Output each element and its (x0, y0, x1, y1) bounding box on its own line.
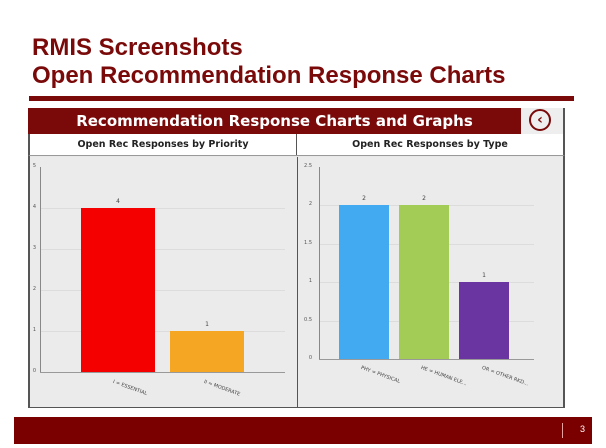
gridline (40, 331, 285, 332)
x-axis (40, 372, 285, 373)
back-area: ‹ (521, 108, 565, 134)
bar-value-label: 1 (482, 272, 486, 279)
y-tick: 5 (32, 163, 36, 169)
bar-physical[interactable] (339, 205, 389, 359)
chart-title-type: Open Rec Responses by Type (352, 139, 508, 150)
bar-value-label: 1 (205, 321, 209, 328)
slide-title-line-2: Open Recommendation Response Charts (32, 62, 506, 89)
y-tick: 0 (32, 368, 36, 374)
back-button[interactable]: ‹ (529, 109, 551, 131)
slide-footer: 3 (14, 417, 592, 444)
title-divider (29, 96, 574, 101)
x-axis (319, 359, 534, 360)
category-label: I = ESSENTIAL (111, 379, 148, 397)
slide-title: RMIS Screenshots Open Recommendation Res… (32, 34, 505, 90)
gridline (40, 249, 285, 250)
gridline (40, 290, 285, 291)
chart-title-priority: Open Rec Responses by Priority (30, 134, 297, 155)
bar-other[interactable] (459, 282, 509, 359)
y-tick: 3 (32, 245, 36, 251)
bar-moderate[interactable] (170, 331, 244, 372)
chevron-left-icon: ‹ (537, 112, 543, 128)
chart-type: 2.5 2 1.5 1 0.5 0 2 2 1 PHY = PHYSICAL H… (298, 157, 563, 407)
y-tick: 1 (32, 327, 36, 333)
bar-value-label: 4 (116, 198, 120, 205)
bar-human-element[interactable] (399, 205, 449, 359)
y-tick: 2 (32, 286, 36, 292)
y-tick: 2.5 (304, 163, 312, 169)
bar-value-label: 2 (362, 195, 366, 202)
bar-essential[interactable] (81, 208, 155, 372)
category-label: II = MODERATE (202, 379, 241, 398)
y-tick: 1 (308, 278, 312, 284)
chart-title-bar: Open Rec Responses by Priority Open Rec … (28, 134, 565, 156)
category-label: OR = OTHER RKD... (480, 365, 530, 388)
bar-value-label: 2 (422, 195, 426, 202)
y-tick: 0 (308, 355, 312, 361)
y-axis (319, 167, 320, 359)
app-header: Recommendation Response Charts and Graph… (28, 108, 521, 134)
chart-priority: 5 4 3 2 1 0 4 1 I = ESSENTIAL II = MODER… (30, 157, 298, 407)
category-label: HE = HUMAN ELE... (419, 365, 468, 388)
category-label: PHY = PHYSICAL (359, 365, 401, 385)
footer-separator (562, 423, 563, 438)
y-tick: 0.5 (304, 317, 312, 323)
page-number: 3 (580, 424, 586, 434)
gridline (40, 208, 285, 209)
slide-title-line-1: RMIS Screenshots (32, 34, 243, 61)
y-tick: 4 (32, 204, 36, 210)
y-tick: 2 (308, 201, 312, 207)
y-axis (40, 167, 41, 372)
y-tick: 1.5 (304, 240, 312, 246)
